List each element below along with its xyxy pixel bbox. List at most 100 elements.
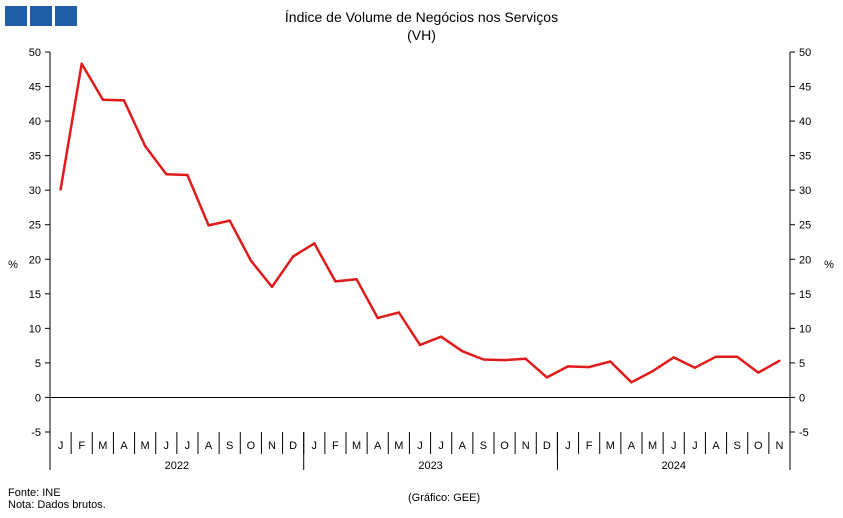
x-tick-label: J	[692, 440, 698, 452]
x-tick-label: A	[120, 440, 128, 452]
y-tick-label-left: 10	[29, 323, 41, 335]
data-point	[482, 358, 485, 361]
x-tick-label: O	[247, 440, 256, 452]
y-tick-label-left: 35	[29, 151, 41, 163]
x-tick-label: J	[164, 440, 170, 452]
y-tick-label-right: 5	[799, 358, 805, 370]
year-label: 2023	[418, 460, 442, 472]
data-point	[545, 376, 549, 379]
data-point	[714, 355, 718, 358]
x-tick-label: M	[606, 440, 615, 452]
x-tick-label: A	[459, 440, 467, 452]
x-tick-label: D	[289, 440, 297, 452]
y-tick-label-left: 0	[35, 392, 41, 404]
x-tick-label: A	[712, 440, 720, 452]
data-point	[291, 255, 295, 258]
data-point	[270, 285, 274, 289]
data-point	[249, 259, 253, 262]
x-tick-label: J	[671, 440, 677, 452]
y-tick-label-right: 45	[799, 82, 811, 94]
y-tick-label-left: 20	[29, 254, 41, 266]
data-point	[355, 278, 358, 281]
data-point	[651, 370, 654, 373]
y-tick-label-left: 15	[29, 289, 41, 301]
data-point	[101, 98, 105, 101]
x-tick-label: F	[78, 440, 85, 452]
data-series	[59, 62, 781, 384]
data-point	[757, 371, 760, 374]
data-point	[59, 188, 62, 191]
y-tick-label-right: 20	[799, 254, 811, 266]
x-tick-label: M	[141, 440, 150, 452]
x-tick-label: J	[565, 440, 571, 452]
x-tick-label: S	[226, 440, 233, 452]
data-point	[418, 343, 422, 347]
x-tick-label: A	[205, 440, 213, 452]
series-line	[59, 62, 781, 384]
data-note: Nota: Dados brutos.	[8, 499, 106, 511]
x-tick-label: J	[438, 440, 444, 452]
data-point	[122, 99, 126, 102]
data-point	[207, 224, 210, 227]
data-point	[587, 365, 591, 369]
x-tick-label: N	[268, 440, 276, 452]
chart-title-block: Índice de Volume de Negócios nos Serviço…	[0, 8, 843, 44]
data-point	[524, 357, 527, 360]
x-tick-label: S	[733, 440, 740, 452]
year-label: 2024	[661, 460, 685, 472]
data-point	[778, 359, 781, 363]
data-point	[503, 358, 506, 362]
y-tick-label-right: 25	[799, 220, 811, 232]
y-tick-label-right: 15	[799, 289, 811, 301]
x-tick-label: A	[628, 440, 636, 452]
data-point	[630, 381, 633, 384]
source-note: Fonte: INE	[8, 487, 61, 499]
data-point	[313, 242, 316, 245]
y-tick-label-right: 30	[799, 185, 811, 197]
data-point	[566, 365, 570, 368]
data-point	[376, 316, 379, 320]
data-point	[228, 219, 231, 222]
x-tick-label: N	[775, 440, 783, 452]
logo-square	[55, 6, 77, 26]
data-point	[334, 280, 337, 283]
y-tick-label-left: 50	[29, 47, 41, 59]
data-point	[397, 311, 401, 314]
x-tick-label: N	[522, 440, 530, 452]
y-tick-label-right: 50	[799, 47, 811, 59]
y-tick-label-right: 35	[799, 151, 811, 163]
chart-subtitle: (VH)	[407, 27, 436, 43]
y-tick-label-right: -5	[799, 427, 809, 439]
y-axis-label-right: %	[824, 259, 834, 271]
data-point	[672, 356, 675, 359]
data-point	[165, 173, 168, 176]
year-label: 2022	[165, 460, 189, 472]
y-tick-label-right: 0	[799, 392, 805, 404]
x-tick-label: M	[352, 440, 361, 452]
y-tick-label-left: 5	[35, 358, 41, 370]
data-point	[735, 355, 739, 358]
y-tick-label-right: 10	[799, 323, 811, 335]
data-point	[609, 360, 612, 363]
x-tick-label: D	[543, 440, 551, 452]
axes	[45, 51, 795, 470]
x-tick-label: J	[312, 440, 318, 452]
x-tick-label: S	[480, 440, 487, 452]
data-point	[461, 349, 464, 353]
x-tick-label: M	[648, 440, 657, 452]
y-tick-label-left: 45	[29, 82, 41, 94]
data-point	[80, 62, 83, 65]
x-tick-label: O	[754, 440, 763, 452]
logo-square	[5, 6, 27, 26]
chart-title: Índice de Volume de Negócios nos Serviço…	[284, 9, 559, 25]
y-tick-label-right: 40	[799, 116, 811, 128]
y-axis-label-left: %	[8, 259, 18, 271]
x-tick-label: M	[394, 440, 403, 452]
y-tick-label-left: -5	[31, 427, 41, 439]
y-tick-label-left: 30	[29, 185, 41, 197]
data-point	[439, 335, 443, 338]
x-tick-label: M	[98, 440, 107, 452]
x-tick-label: A	[374, 440, 382, 452]
